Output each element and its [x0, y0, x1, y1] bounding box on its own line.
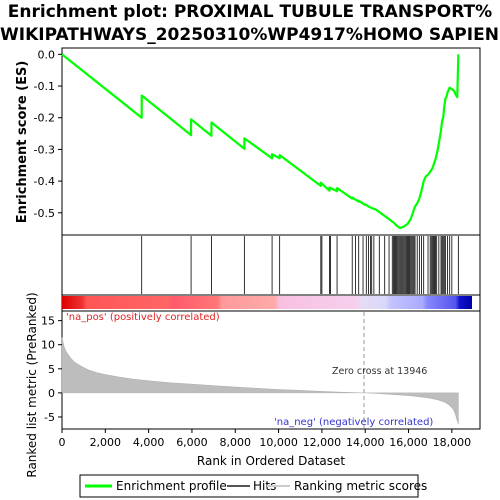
hits-layer: [141, 236, 459, 294]
metric-ytick-label-0: 15: [41, 315, 55, 328]
annotation-zero-cross: Zero cross at 13946: [332, 366, 427, 377]
annotation-pos: 'na_pos' (positively correlated): [66, 312, 220, 323]
xtick-label-1: 2,000: [90, 436, 122, 449]
chart-title-line-2: WIKIPATHWAYS_20250310%WP4917%HOMO SAPIEN…: [0, 25, 500, 45]
metric-ytick-label-3: 0: [48, 387, 55, 400]
es-ytick-label-0: 0.0: [38, 48, 56, 61]
chart-title-line-1: Enrichment plot: PROXIMAL TUBULE TRANSPO…: [7, 2, 493, 22]
chart-title: Enrichment plot: PROXIMAL TUBULE TRANSPO…: [0, 1, 500, 47]
annotation-neg: 'na_neg' (negatively correlated): [274, 417, 433, 428]
es-panel-frame: [61, 47, 481, 236]
xtick-label-2: 4,000: [133, 436, 165, 449]
legend-label-hits: Hits: [253, 479, 276, 493]
es-ytick-label-3: -0.3: [34, 143, 55, 156]
metric-ytick-label-2: 5: [48, 363, 55, 376]
xtick-label-0: 0: [59, 436, 66, 449]
metric-ytick-label-1: 10: [41, 339, 55, 352]
xtick-label-3: 6,000: [176, 436, 208, 449]
enrichment-profile-line: [61, 53, 460, 230]
xtick-label-7: 14,000: [346, 436, 385, 449]
es-ytick-label-2: -0.2: [34, 112, 55, 125]
es-ytick-label-1: -0.1: [34, 80, 55, 93]
es-ytick-label-4: -0.4: [34, 175, 55, 188]
xtick-label-4: 8,000: [220, 436, 252, 449]
legend-label-enrichment: Enrichment profile: [116, 479, 227, 493]
xtick-label-9: 18,000: [433, 436, 472, 449]
es-axis-label: Enrichment score (ES): [15, 61, 30, 224]
metric-ytick-label-4: -5: [44, 411, 55, 424]
xtick-label-5: 10,000: [259, 436, 298, 449]
rank-heatmap-bar: [62, 296, 472, 309]
metric-axis-label: Ranked list metric (PreRanked): [25, 292, 39, 477]
x-axis-label: Rank in Ordered Dataset: [197, 454, 345, 468]
es-layer: [61, 53, 460, 230]
axes-layer: 0.0 -0.1 -0.2 -0.3 -0.4 -0.5 15 10 5 0 -5 0 2,000 4,0…: [34, 48, 472, 449]
ranking-metric-area: [61, 337, 459, 425]
legend-label-metric: Ranking metric scores: [294, 479, 427, 493]
es-ytick-label-5: -0.5: [34, 207, 55, 220]
xtick-label-6: 12,000: [303, 436, 342, 449]
metric-layer: [61, 312, 459, 428]
xtick-label-8: 16,000: [389, 436, 428, 449]
legend: Enrichment profile Hits Ranking metric s…: [79, 474, 427, 498]
